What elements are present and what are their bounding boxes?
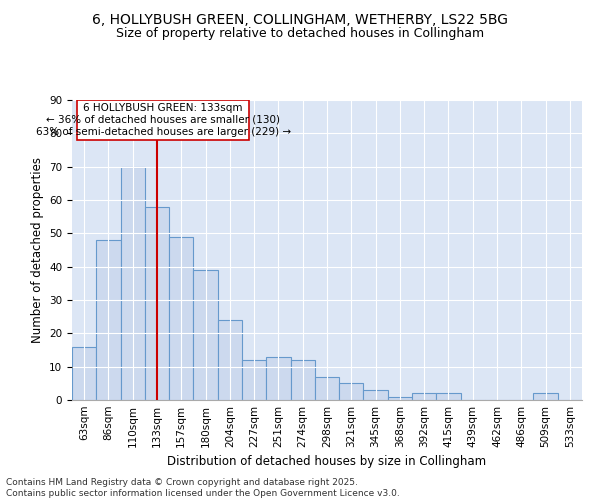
Bar: [121, 166, 145, 400]
Bar: [242, 360, 266, 400]
X-axis label: Distribution of detached houses by size in Collingham: Distribution of detached houses by size …: [167, 456, 487, 468]
FancyBboxPatch shape: [77, 100, 249, 140]
Text: ← 36% of detached houses are smaller (130): ← 36% of detached houses are smaller (13…: [46, 115, 280, 125]
Y-axis label: Number of detached properties: Number of detached properties: [31, 157, 44, 343]
Bar: [145, 206, 169, 400]
Text: 6 HOLLYBUSH GREEN: 133sqm: 6 HOLLYBUSH GREEN: 133sqm: [83, 104, 243, 114]
Bar: [412, 394, 436, 400]
Text: 6, HOLLYBUSH GREEN, COLLINGHAM, WETHERBY, LS22 5BG: 6, HOLLYBUSH GREEN, COLLINGHAM, WETHERBY…: [92, 12, 508, 26]
Bar: [96, 240, 121, 400]
Bar: [193, 270, 218, 400]
Bar: [436, 394, 461, 400]
Bar: [339, 384, 364, 400]
Bar: [388, 396, 412, 400]
Text: Size of property relative to detached houses in Collingham: Size of property relative to detached ho…: [116, 28, 484, 40]
Bar: [266, 356, 290, 400]
Bar: [169, 236, 193, 400]
Bar: [533, 394, 558, 400]
Bar: [72, 346, 96, 400]
Bar: [218, 320, 242, 400]
Bar: [364, 390, 388, 400]
Text: 63% of semi-detached houses are larger (229) →: 63% of semi-detached houses are larger (…: [35, 126, 290, 136]
Bar: [290, 360, 315, 400]
Text: Contains HM Land Registry data © Crown copyright and database right 2025.
Contai: Contains HM Land Registry data © Crown c…: [6, 478, 400, 498]
Bar: [315, 376, 339, 400]
